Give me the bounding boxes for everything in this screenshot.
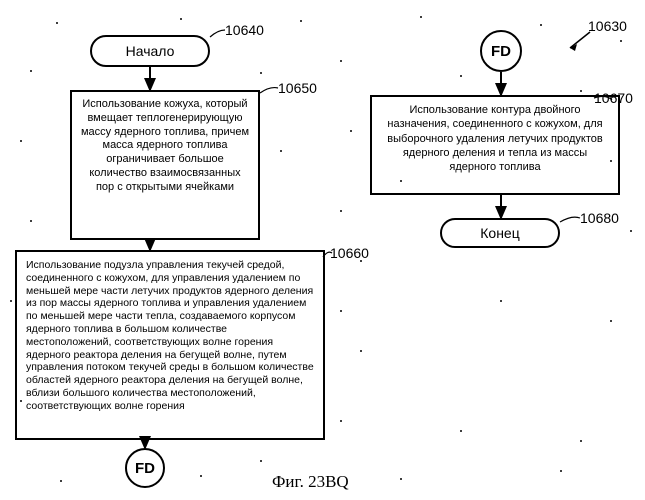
ref-10680: 10680 (580, 210, 619, 226)
ref-10630: 10630 (588, 18, 627, 34)
ref-10660: 10660 (330, 245, 369, 261)
connector-fd-out: FD (125, 448, 165, 488)
connector-fd-in-text: FD (491, 43, 511, 60)
connector-fd-in: FD (480, 30, 522, 72)
box-10650-text: Использование кожуха, который вмещает те… (81, 98, 249, 193)
connector-fd-out-text: FD (135, 460, 155, 477)
box-10660: Использование подузла управления текучей… (15, 250, 325, 440)
box-10650: Использование кожуха, который вмещает те… (70, 90, 260, 240)
start-node: Начало (90, 35, 210, 67)
box-10670-text: Использование контура двойного назначени… (387, 104, 602, 173)
end-node: Конец (440, 218, 560, 248)
ref-10650: 10650 (278, 80, 317, 96)
ref-10640: 10640 (225, 22, 264, 38)
start-label: Начало (126, 43, 175, 59)
end-label: Конец (480, 225, 519, 241)
ref-10670: 10670 (594, 90, 633, 106)
figure-caption: Фиг. 23BQ (272, 472, 349, 492)
box-10670: Использование контура двойного назначени… (370, 95, 620, 195)
box-10660-text: Использование подузла управления текучей… (26, 259, 314, 412)
